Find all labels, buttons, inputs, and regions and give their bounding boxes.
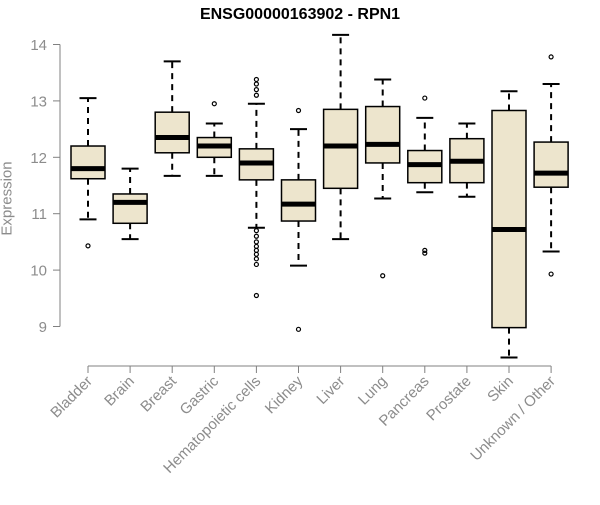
- outlier-point: [548, 54, 554, 60]
- box: [364, 105, 401, 164]
- outlier-point: [295, 326, 302, 332]
- box: [322, 108, 359, 190]
- x-tick-label: Skin: [484, 373, 517, 406]
- outlier-point: [380, 273, 386, 279]
- y-tick-label: 9: [39, 319, 47, 336]
- box: [70, 145, 106, 180]
- outlier-point: [253, 251, 259, 257]
- x-tick-label: Breast: [137, 372, 180, 415]
- y-tick-label: 12: [30, 150, 47, 167]
- y-tick-label: 11: [31, 206, 47, 223]
- outlier-point: [211, 101, 217, 107]
- box: [154, 111, 190, 154]
- box: [533, 141, 569, 188]
- outlier-point: [548, 271, 554, 277]
- x-tick-label: Liver: [313, 373, 348, 408]
- outlier-point: [253, 292, 259, 299]
- outlier-point: [253, 92, 259, 98]
- outlier-point: [253, 76, 259, 83]
- outlier-point: [253, 256, 259, 262]
- outlier-point: [85, 243, 91, 249]
- y-tick-label: 13: [30, 93, 47, 110]
- box: [280, 179, 317, 222]
- outlier-point: [422, 95, 428, 101]
- outlier-point: [295, 107, 302, 114]
- outlier-point: [422, 250, 428, 256]
- y-tick-label: 14: [30, 37, 47, 54]
- outlier-point: [422, 247, 428, 253]
- outlier-point: [253, 239, 259, 245]
- chart-title: ENSG00000163902 - RPN1: [199, 6, 401, 23]
- x-tick-label: Prostate: [423, 373, 475, 425]
- y-tick-label: 10: [30, 263, 47, 280]
- outlier-point: [253, 233, 259, 239]
- x-tick-label: Brain: [101, 373, 138, 410]
- x-tick-label: Bladder: [47, 373, 96, 422]
- outlier-point: [253, 81, 259, 87]
- box: [112, 193, 148, 225]
- y-axis-label: Expression: [0, 161, 16, 236]
- outlier-point: [253, 228, 259, 234]
- box: [491, 109, 527, 329]
- outlier-point: [253, 87, 259, 93]
- x-tick-label: Lung: [355, 373, 391, 409]
- outlier-point: [253, 261, 259, 268]
- x-tick-label: Kidney: [262, 372, 307, 417]
